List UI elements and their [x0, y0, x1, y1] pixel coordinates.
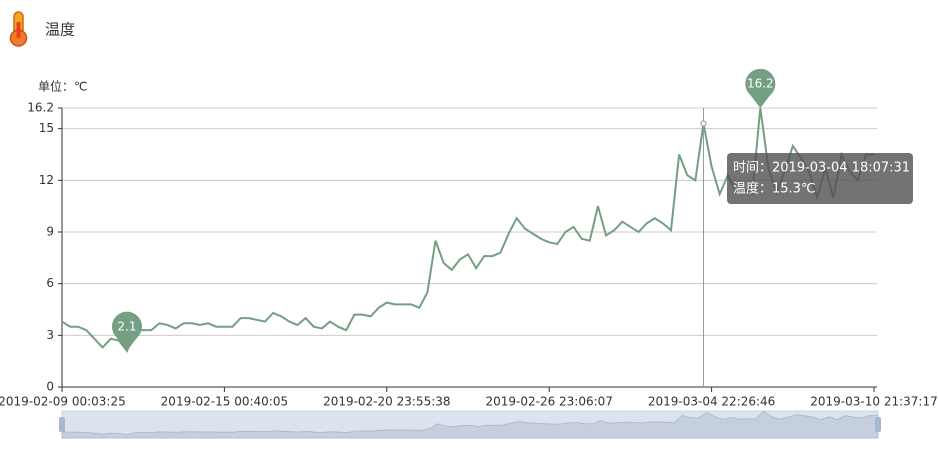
y-tick-label: 15: [39, 121, 54, 135]
tooltip-line: 温度：15.3℃: [733, 181, 816, 197]
tooltip-point: [700, 120, 707, 127]
mark-pin: [111, 311, 142, 351]
y-tick-label: 12: [39, 173, 54, 187]
zoom-handle[interactable]: [875, 417, 881, 432]
x-tick-label: 2019-02-20 23:55:38: [323, 395, 450, 409]
y-tick-label: 0: [46, 380, 54, 394]
x-tick-label: 2019-02-09 00:03:25: [0, 395, 126, 409]
y-tick-label: 6: [46, 276, 54, 290]
y-axis-label: 单位：℃: [38, 79, 87, 94]
thermometer-icon: [9, 11, 28, 47]
mark-pin: [745, 68, 776, 108]
y-tick-label: 9: [46, 225, 54, 239]
page-title: 温度: [45, 21, 75, 39]
data-line: [61, 107, 874, 353]
zoom-handle[interactable]: [59, 417, 65, 432]
mark-label: 16.2: [747, 77, 774, 91]
mark-label: 2.1: [117, 319, 136, 333]
y-tick-label: 3: [46, 328, 54, 342]
y-tick-label: 16.2: [27, 101, 54, 115]
x-tick-label: 2019-03-04 22:26:46: [648, 395, 775, 409]
x-tick-label: 2019-03-10 21:37:17: [810, 395, 937, 409]
x-tick-label: 2019-02-15 00:40:05: [161, 395, 288, 409]
tooltip-line: 时间：2019-03-04 18:07:31: [733, 161, 910, 176]
tooltip-box: [727, 153, 913, 204]
zoom-preview: [61, 410, 879, 439]
x-tick-label: 2019-02-26 23:06:07: [485, 395, 612, 409]
